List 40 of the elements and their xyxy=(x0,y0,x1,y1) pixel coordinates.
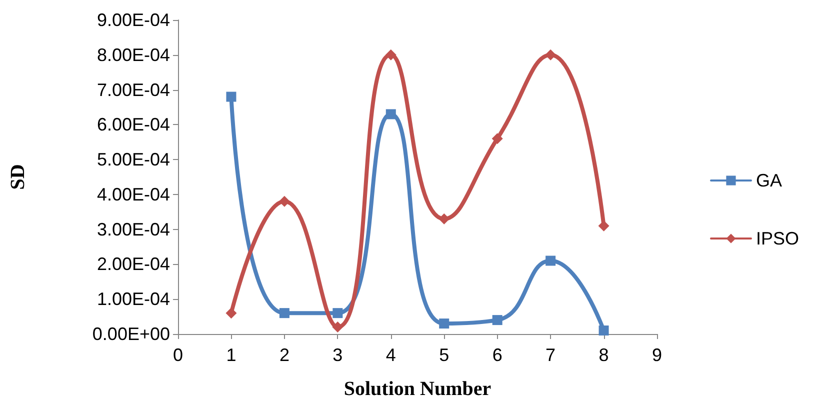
point xyxy=(439,318,450,329)
legend-label: GA xyxy=(756,170,782,190)
x-tick-label: 2 xyxy=(279,345,290,365)
y-tick-label: 0.00E+00 xyxy=(92,324,170,344)
x-tick-label: 4 xyxy=(386,345,396,365)
y-tick-label: 9.00E-04 xyxy=(96,10,170,30)
x-tick-label: 9 xyxy=(652,345,662,365)
legend-label: IPSO xyxy=(756,228,799,248)
y-tick-label: 8.00E-04 xyxy=(96,44,170,65)
y-axis-title: SD xyxy=(7,164,29,190)
point xyxy=(279,308,290,318)
x-tick-label: 3 xyxy=(332,345,343,365)
point xyxy=(545,49,556,60)
y-tick-label: 6.00E-04 xyxy=(96,114,170,135)
point xyxy=(332,308,343,318)
point xyxy=(385,49,396,60)
x-axis-title: Solution Number xyxy=(344,378,492,400)
x-tick-label: 6 xyxy=(492,345,502,365)
x-tick-label: 7 xyxy=(546,345,556,365)
x-tick-label: 0 xyxy=(172,345,184,365)
y-tick-label: 1.00E-04 xyxy=(96,289,170,310)
point xyxy=(386,109,396,120)
point xyxy=(278,196,290,207)
y-tick-label: 5.00E-04 xyxy=(96,150,170,170)
point xyxy=(226,308,237,319)
point xyxy=(332,322,344,333)
point xyxy=(226,92,236,102)
x-tick-label: 5 xyxy=(439,345,450,365)
y-tick-label: 2.00E-04 xyxy=(96,254,170,274)
y-tick-label: 7.00E-04 xyxy=(96,80,170,100)
point xyxy=(598,326,609,336)
point xyxy=(492,315,502,326)
x-tick-label: 8 xyxy=(598,345,609,365)
y-tick-label: 4.00E-04 xyxy=(96,184,170,204)
x-tick-label: 1 xyxy=(226,345,236,365)
point xyxy=(492,133,503,144)
point xyxy=(438,213,450,224)
y-tick-label: 3.00E-04 xyxy=(96,219,170,240)
point xyxy=(598,220,610,232)
point xyxy=(546,256,556,266)
